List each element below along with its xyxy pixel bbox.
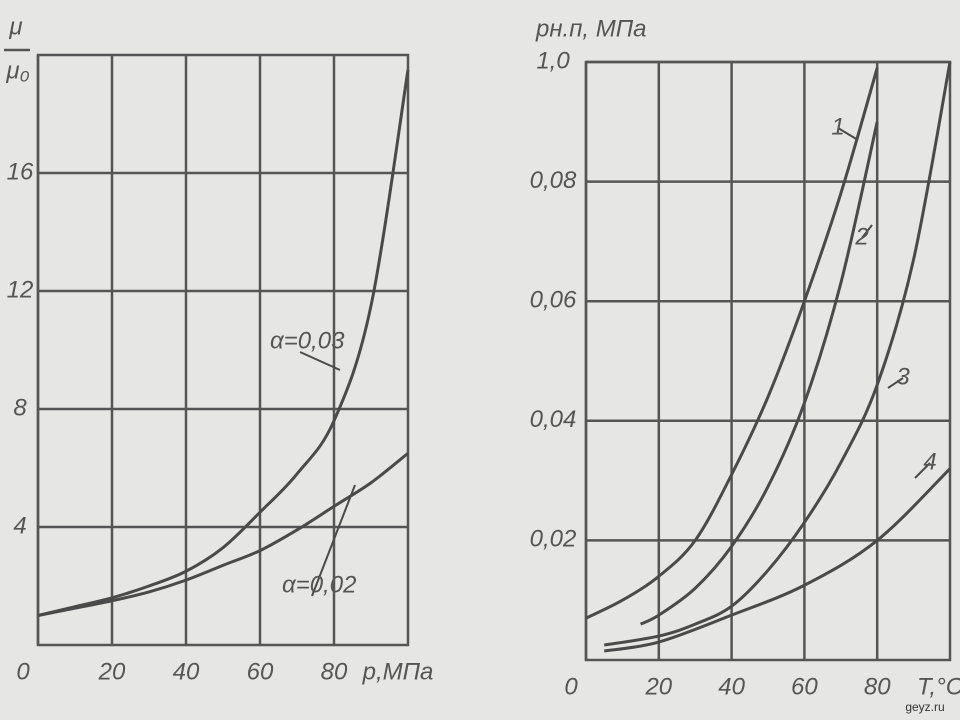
curve <box>37 452 409 617</box>
watermark: geyz.ru <box>905 700 944 714</box>
x-tick-label: 40 <box>173 658 200 685</box>
y-tick-label: 0,08 <box>530 167 577 194</box>
x-tick-label: 20 <box>644 673 672 700</box>
x-tick-label: 20 <box>98 658 126 685</box>
curve <box>37 69 410 617</box>
y-tick-label: 0,04 <box>530 406 577 433</box>
x-tick-label: 0 <box>564 673 578 700</box>
y-tick-label: 8 <box>13 394 27 421</box>
curve <box>603 61 952 647</box>
series-label: α=0,02 <box>282 571 356 598</box>
leader-line <box>837 127 859 141</box>
leader-line <box>311 484 356 597</box>
x-tick-label: 60 <box>247 658 274 685</box>
leader-line <box>299 351 341 371</box>
x-tick-label: 40 <box>718 673 745 700</box>
leader-line <box>914 462 931 479</box>
x-tick-label: 80 <box>321 658 348 685</box>
curve <box>603 467 952 653</box>
y-axis-label: μ₀ <box>5 57 29 84</box>
x-tick-label: 60 <box>791 673 818 700</box>
curve <box>585 67 879 620</box>
y-tick-label: 0,06 <box>530 287 577 314</box>
series-label: 2 <box>854 223 868 250</box>
x-axis-label: T,°C <box>917 673 960 700</box>
series-label: 1 <box>831 113 844 140</box>
y-tick-label: 16 <box>7 158 34 185</box>
series-label: α=0,03 <box>270 327 345 354</box>
leader-line <box>887 377 904 389</box>
series-label: 4 <box>923 448 936 475</box>
y-tick-label: 1,0 <box>536 47 570 74</box>
y-tick-label: 4 <box>13 512 26 539</box>
y-tick-label: 12 <box>7 276 34 303</box>
x-tick-label: 80 <box>864 673 891 700</box>
y-tick-label: 0,02 <box>530 526 577 553</box>
series-label: 3 <box>896 363 910 390</box>
x-axis-label: p,МПа <box>362 658 434 685</box>
y-axis-label: μ <box>8 13 22 40</box>
y-axis-label: pн.п, МПа <box>535 15 647 42</box>
curve <box>639 121 879 626</box>
leader-line <box>861 224 873 239</box>
x-tick-label: 0 <box>16 658 30 685</box>
